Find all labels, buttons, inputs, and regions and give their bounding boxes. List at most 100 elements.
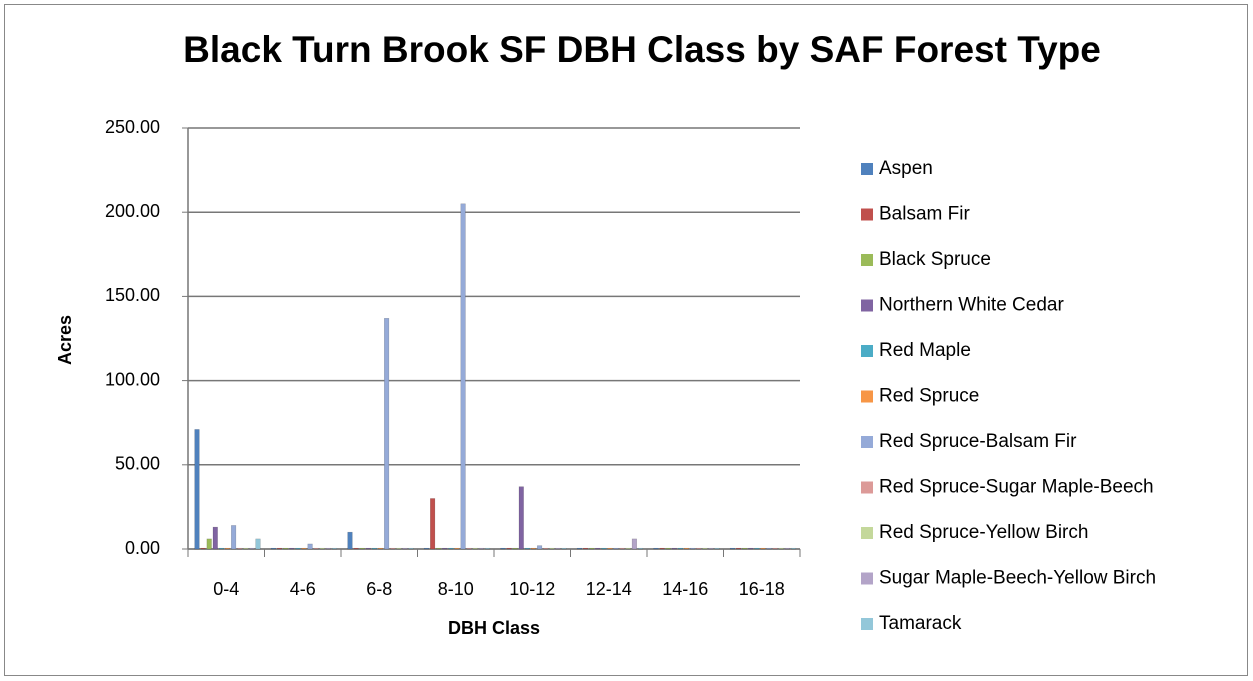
bar [313,547,319,550]
x-tick-label: 8-10 [438,579,474,599]
legend-label: Black Spruce [879,249,991,270]
bar [231,525,237,550]
x-axis-label: DBH Class [448,618,540,638]
legend-swatch [861,527,873,539]
bar [218,547,224,550]
bar [283,547,289,550]
bar [307,543,313,550]
bar [347,531,353,550]
bar [353,547,359,550]
bar [365,547,371,550]
bar [766,547,772,550]
bar [448,547,454,550]
y-tick-label: 250.00 [105,117,160,137]
bar [512,547,518,550]
bar [270,547,277,550]
legend-swatch [861,572,873,585]
bar [500,547,506,550]
legend-label: Aspen [879,158,933,179]
bar [583,547,589,550]
bar [331,547,338,550]
y-tick-label: 100.00 [105,369,160,389]
x-tick-label: 10-12 [509,579,555,599]
bar [530,547,537,550]
bar [742,547,748,550]
bar [460,203,466,550]
legend-swatch [861,436,873,448]
legend-label: Tamarack [879,613,962,634]
bar [702,547,708,550]
bar [442,547,448,550]
y-tick-label: 150.00 [105,285,160,305]
bar [524,547,530,550]
bar [255,538,261,550]
bar [619,547,625,550]
legend-swatch [861,299,873,312]
bar [736,547,742,550]
bar [607,547,613,550]
bar [772,547,778,550]
bar [289,547,295,550]
bar [760,547,766,550]
bar [436,547,442,550]
legend-label: Red Spruce-Sugar Maple-Beech [879,477,1154,498]
bar [484,547,491,550]
legend-swatch [861,208,873,221]
bar [708,547,714,550]
bar [277,547,283,550]
legend-label: Sugar Maple-Beech-Yellow Birch [879,568,1156,589]
bar [466,547,472,550]
bar [506,547,512,550]
bar [319,547,325,550]
bar [518,486,524,550]
bar [454,547,460,550]
y-tick-label: 50.00 [115,454,160,474]
bar [729,547,736,550]
x-tick-label: 12-14 [586,579,632,599]
bar [778,547,784,550]
bar [206,538,212,550]
bar [549,547,555,550]
x-tick-label: 4-6 [290,579,316,599]
legend-swatch [861,163,873,175]
bar [402,547,408,550]
bar [748,547,754,550]
bar [631,538,637,550]
bar [194,429,200,550]
bar [371,547,377,550]
bar [408,547,414,550]
legend-swatch [861,254,873,266]
bar [301,547,307,550]
bar [677,547,683,550]
legend-label: Northern White Cedar [879,295,1064,316]
bar [396,547,402,550]
bar [625,547,631,550]
legend-label: Balsam Fir [879,204,970,225]
bar [359,547,365,550]
bar [637,547,644,550]
bar [555,547,561,550]
legend-swatch [861,481,873,494]
bar [472,547,478,550]
bar [790,547,797,550]
bar [561,547,567,550]
chart-border [4,4,1248,676]
bar [295,547,301,550]
bar [683,547,690,550]
bar [478,547,484,550]
y-axis-label: Acres [55,315,75,365]
x-tick-label: 0-4 [213,579,239,599]
legend-label: Red Maple [879,340,971,361]
bar [237,547,243,550]
bar [690,547,696,550]
bar [249,547,255,550]
bar [784,547,790,550]
legend-label: Red Spruce [879,386,979,407]
bar [589,547,595,550]
bar [537,545,543,550]
bar [665,547,671,550]
bar [430,498,436,550]
bar [224,547,231,550]
y-tick-label: 0.00 [125,538,160,558]
